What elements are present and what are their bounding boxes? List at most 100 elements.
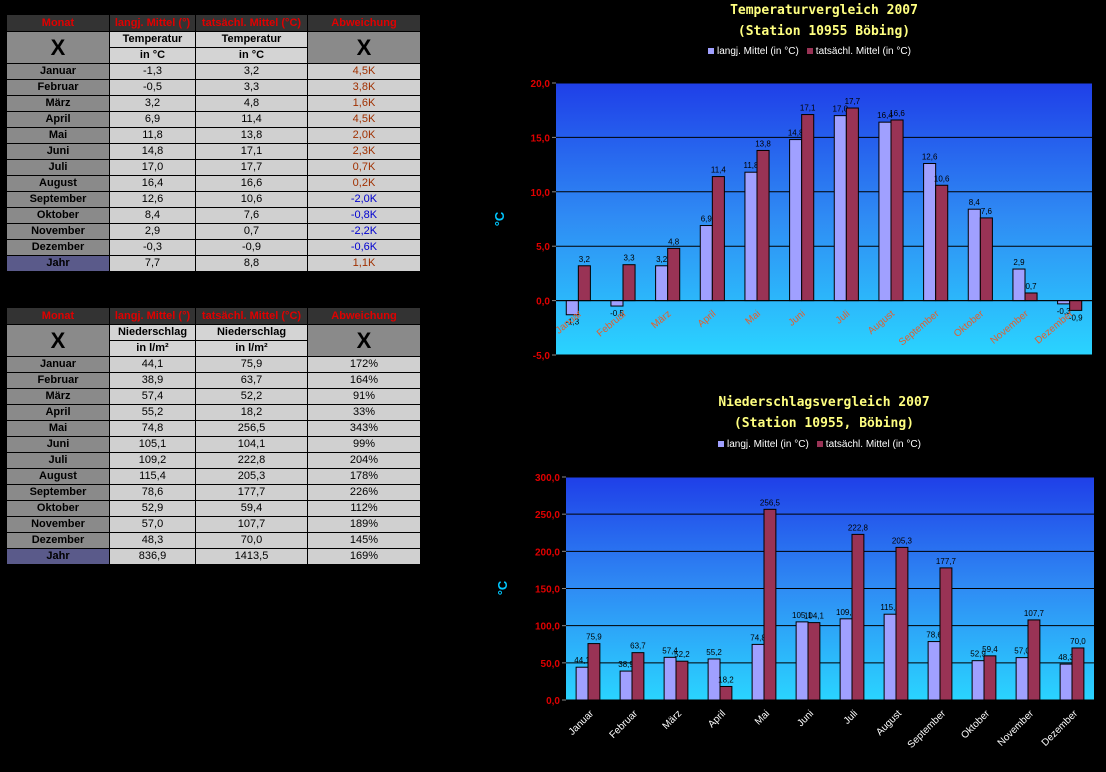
table-row: November 57,0 107,7 189% [6, 516, 421, 533]
month-cell: November [6, 223, 110, 240]
data-label: 57,0 [1014, 647, 1030, 656]
langj-cell: 38,9 [109, 372, 196, 389]
bar-langj [663, 656, 677, 701]
data-label: 16,4 [877, 111, 893, 120]
table-row: Juni 105,1 104,1 99% [6, 436, 421, 453]
data-label: 8,4 [969, 198, 981, 207]
year-row: Jahr 7,7 8,8 1,1K [6, 255, 421, 272]
legend-item-tats: tatsächl. Mittel (in °C) [806, 46, 911, 57]
bar-tats [763, 508, 777, 701]
plot-area [556, 83, 1092, 355]
x-marker: X [6, 31, 110, 64]
x-tick-label: November [996, 708, 1037, 749]
legend-item-langj: langj. Mittel (in °C) [708, 46, 799, 57]
data-label: 75,9 [586, 633, 602, 642]
tats-cell: 7,6 [195, 207, 308, 224]
header-monat: Monat [6, 14, 110, 32]
langj-cell: 16,4 [109, 175, 196, 192]
data-label: 6,9 [701, 215, 713, 224]
month-cell: Januar [6, 63, 110, 80]
langj-cell: 78,6 [109, 484, 196, 501]
deviation-cell: 226% [307, 484, 421, 501]
table-row: August 16,4 16,6 0,2K [6, 175, 421, 192]
deviation-cell: 99% [307, 436, 421, 453]
month-cell: März [6, 95, 110, 112]
legend-label: tatsächl. Mittel (in °C) [815, 46, 911, 57]
col-unit-langj: in °C [109, 47, 196, 64]
data-label: 59,4 [982, 645, 998, 654]
month-cell: November [6, 516, 110, 533]
year-row: Jahr 836,9 1413,5 169% [6, 548, 421, 565]
x-tick-label: Januar [567, 708, 597, 738]
data-label: 18,2 [718, 675, 734, 684]
data-label: -1,3 [565, 318, 579, 327]
data-label: 52,9 [970, 650, 986, 659]
y-tick-label: 0,0 [546, 696, 560, 707]
bar-langj [878, 121, 892, 302]
bar-langj [971, 660, 985, 701]
y-tick-label: 200,0 [535, 547, 560, 558]
data-label: 107,7 [1024, 609, 1045, 618]
month-cell: August [6, 175, 110, 192]
data-label: 44,1 [574, 656, 590, 665]
bar-langj [1015, 657, 1029, 701]
data-label: -0,3 [1057, 307, 1071, 316]
year-label: Jahr [6, 255, 110, 272]
y-tick-label: 300,0 [535, 473, 560, 484]
precip-chart-subtitle: (Station 10955, Böbing) [733, 416, 914, 431]
deviation-cell: 4,5K [307, 111, 421, 128]
bar-langj [883, 613, 897, 701]
tats-cell: 1413,5 [195, 548, 308, 565]
data-label: 70,0 [1070, 637, 1086, 646]
col-label-langj: Niederschlag [109, 324, 196, 341]
data-label: 7,6 [981, 207, 993, 216]
deviation-cell: 189% [307, 516, 421, 533]
table-row: Januar -1,3 3,2 4,5K [6, 63, 421, 80]
langj-cell: 6,9 [109, 111, 196, 128]
data-label: 104,1 [804, 612, 825, 621]
data-label: 52,2 [674, 650, 690, 659]
data-label: 48,3 [1058, 653, 1074, 662]
deviation-cell: 169% [307, 548, 421, 565]
bar-tats [935, 184, 949, 302]
data-label: 11,4 [711, 166, 727, 175]
data-label: -0,5 [610, 309, 624, 318]
table-row: November 2,9 0,7 -2,2K [6, 223, 421, 240]
y-tick-label: 0,0 [536, 297, 550, 308]
bar-tats [979, 217, 993, 302]
bar-tats [801, 114, 815, 302]
y-tick-label: 150,0 [535, 585, 560, 596]
month-cell: März [6, 388, 110, 405]
precipitation-chart: 0,0 50,0 100,0 150,0 200,0 250,0 300,0 °C 44,1 38… [495, 473, 1094, 751]
bar-langj [575, 666, 589, 701]
tats-cell: 256,5 [195, 420, 308, 437]
tats-cell: 3,3 [195, 79, 308, 96]
x-tick-label: Juli [842, 708, 860, 726]
precip-chart-title: Niederschlagsvergleich 2007 [718, 395, 930, 410]
data-label: 3,2 [579, 255, 591, 264]
data-label: 57,4 [662, 646, 678, 655]
temp-chart-legend: langj. Mittel (in °C) tatsächl. Mittel (… [708, 46, 911, 57]
col-label-langj: Temperatur [109, 31, 196, 48]
header-monat: Monat [6, 307, 110, 325]
deviation-cell: -0,6K [307, 239, 421, 256]
data-label: 78,6 [926, 631, 942, 640]
bar-langj [1059, 663, 1073, 701]
deviation-cell: 1,1K [307, 255, 421, 272]
bar-langj [789, 139, 803, 302]
legend-item-tats: tatsächl. Mittel (in °C) [816, 439, 921, 450]
y-tick-label: 20,0 [531, 79, 551, 90]
x-tick-label: August [874, 708, 904, 738]
bar-tats [667, 247, 681, 302]
col-unit-langj: in l/m² [109, 340, 196, 357]
y-tick-label: 15,0 [531, 133, 551, 144]
table-row: Februar 38,9 63,7 164% [6, 372, 421, 389]
bar-langj [839, 618, 853, 701]
table-row: Dezember 48,3 70,0 145% [6, 532, 421, 549]
x-marker: X [307, 324, 421, 357]
table-header-row: Monat langj. Mittel (°) tatsächl. Mittel… [6, 307, 421, 325]
table-row: April 6,9 11,4 4,5K [6, 111, 421, 128]
bar-tats [851, 533, 865, 701]
bar-langj [619, 670, 633, 701]
table-header-row: Monat langj. Mittel (°) tatsächl. Mittel… [6, 14, 421, 32]
